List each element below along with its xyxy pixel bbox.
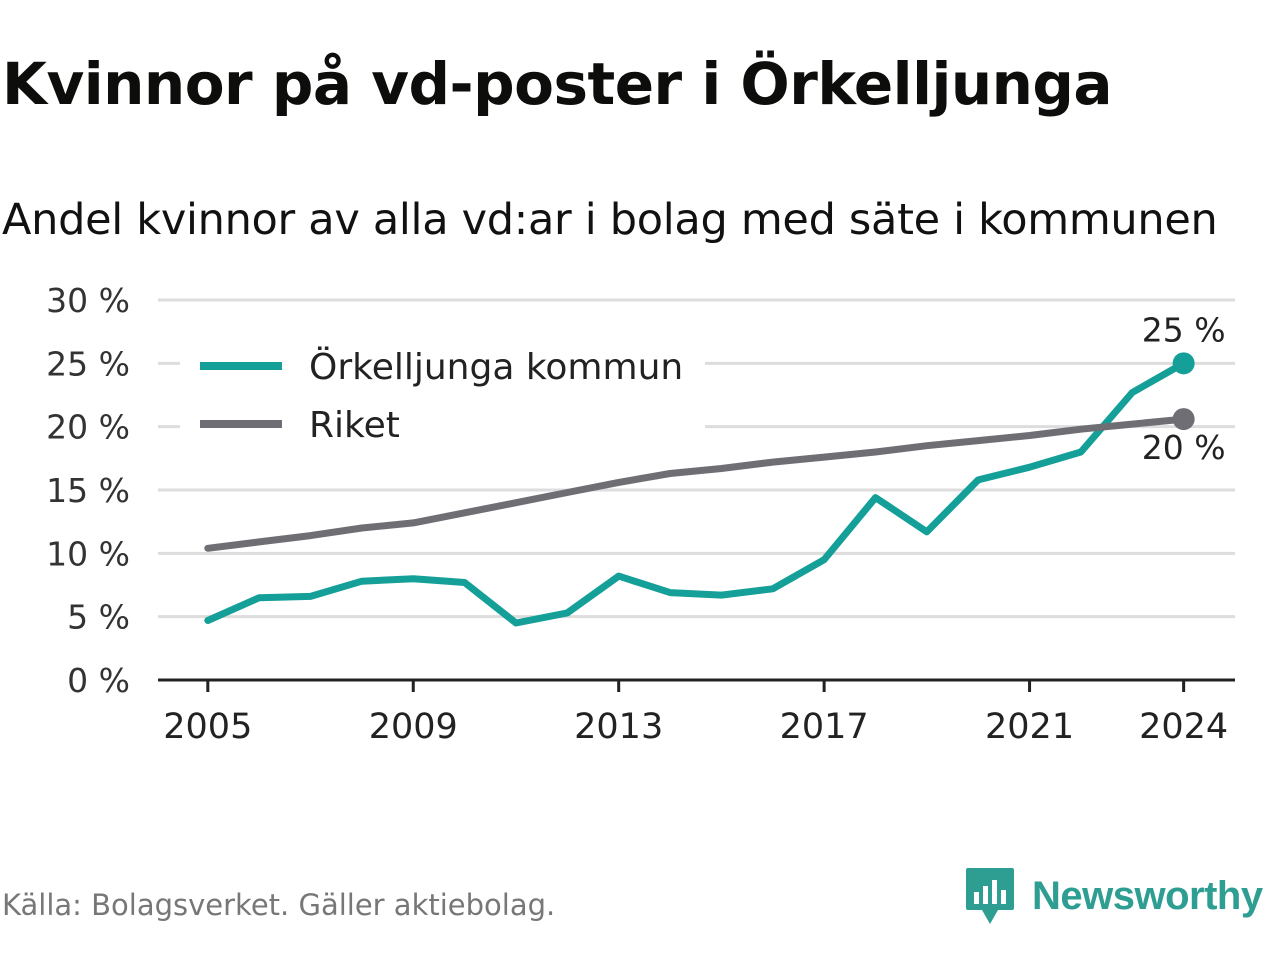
y-tick-label: 10 %	[46, 534, 130, 573]
x-tick-label: 2009	[369, 707, 458, 747]
x-tick-label: 2017	[780, 707, 869, 747]
x-tick-label: 2013	[574, 707, 663, 747]
legend-label: Riket	[309, 405, 400, 446]
brand-logo: Newsworthy	[964, 866, 1263, 926]
x-tick-label: 2021	[985, 707, 1074, 747]
legend-label: Örkelljunga kommun	[309, 346, 683, 388]
legend-background	[180, 335, 705, 453]
y-tick-label: 20 %	[46, 408, 130, 447]
series-end-point	[1172, 408, 1195, 431]
y-tick-label: 5 %	[67, 598, 130, 637]
y-tick-label: 0 %	[67, 661, 130, 700]
series-line	[204, 359, 1188, 627]
end-value-label: 20 %	[1142, 428, 1226, 467]
x-tick-label: 2005	[163, 707, 252, 747]
brand-name: Newsworthy	[1032, 873, 1263, 918]
source-note: Källa: Bolagsverket. Gäller aktiebolag.	[2, 888, 556, 922]
y-tick-label: 30 %	[46, 281, 130, 320]
chart-title: Kvinnor på vd-poster i Örkelljunga	[2, 50, 1113, 118]
series-end-point	[1172, 352, 1195, 375]
y-tick-label: 15 %	[46, 471, 130, 510]
chart-subtitle: Andel kvinnor av alla vd:ar i bolag med …	[2, 195, 1218, 245]
series-line	[204, 415, 1188, 552]
end-value-label: 25 %	[1142, 310, 1226, 349]
x-tick-label: 2024	[1139, 707, 1228, 747]
y-tick-label: 25 %	[46, 344, 130, 383]
newsworthy-logo-icon	[966, 868, 1014, 924]
